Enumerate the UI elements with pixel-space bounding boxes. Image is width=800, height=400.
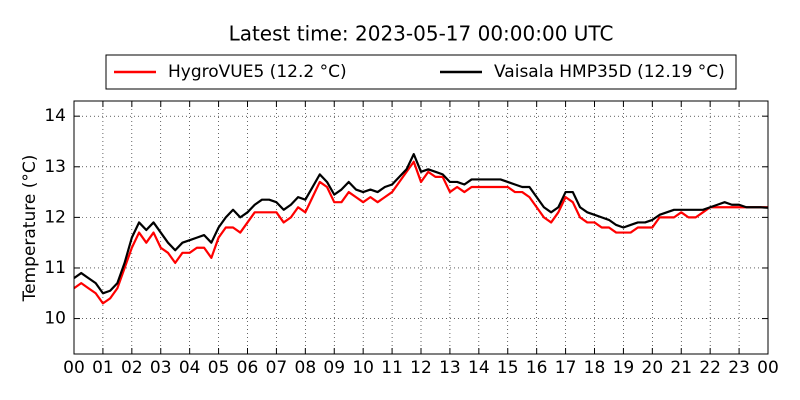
x-tick-label: 13 <box>439 358 461 378</box>
x-tick-label: 14 <box>468 358 490 378</box>
x-tick-label: 09 <box>323 358 345 378</box>
x-tick-label: 03 <box>150 358 172 378</box>
legend-label: HygroVUE5 (12.2 °C) <box>168 62 347 82</box>
legend-box <box>105 54 737 90</box>
y-tick-label: 13 <box>44 157 66 177</box>
x-tick-label: 22 <box>699 358 721 378</box>
x-tick-label: 19 <box>613 358 635 378</box>
y-tick-label: 14 <box>44 106 66 126</box>
plot-frame <box>73 100 769 355</box>
x-tick-label: 18 <box>584 358 606 378</box>
x-tick-label: 21 <box>670 358 692 378</box>
chart-title: Latest time: 2023-05-17 00:00:00 UTC <box>229 22 614 46</box>
x-tick-label: 01 <box>92 358 114 378</box>
x-tick-label: 10 <box>352 358 374 378</box>
x-tick-label: 17 <box>555 358 577 378</box>
x-tick-label: 15 <box>497 358 519 378</box>
y-tick-label: 12 <box>44 207 66 227</box>
x-tick-label: 16 <box>526 358 548 378</box>
y-axis-label: Temperature (°C) <box>20 155 40 303</box>
x-tick-label: 08 <box>295 358 317 378</box>
x-tick-label: 00 <box>757 358 779 378</box>
series-line <box>73 153 769 295</box>
legend-label: Vaisala HMP35D (12.19 °C) <box>494 62 725 82</box>
x-tick-label: 11 <box>381 358 403 378</box>
x-tick-label: 07 <box>266 358 288 378</box>
x-tick-label: 20 <box>642 358 664 378</box>
y-tick-label: 11 <box>44 258 66 278</box>
x-tick-label: 12 <box>410 358 432 378</box>
y-tick-label: 10 <box>44 309 66 329</box>
x-tick-label: 06 <box>237 358 259 378</box>
series-line <box>73 160 768 305</box>
x-tick-label: 02 <box>121 358 143 378</box>
x-tick-label: 05 <box>208 358 230 378</box>
x-tick-label: 00 <box>63 358 85 378</box>
x-tick-label: 04 <box>179 358 201 378</box>
x-tick-label: 23 <box>728 358 750 378</box>
